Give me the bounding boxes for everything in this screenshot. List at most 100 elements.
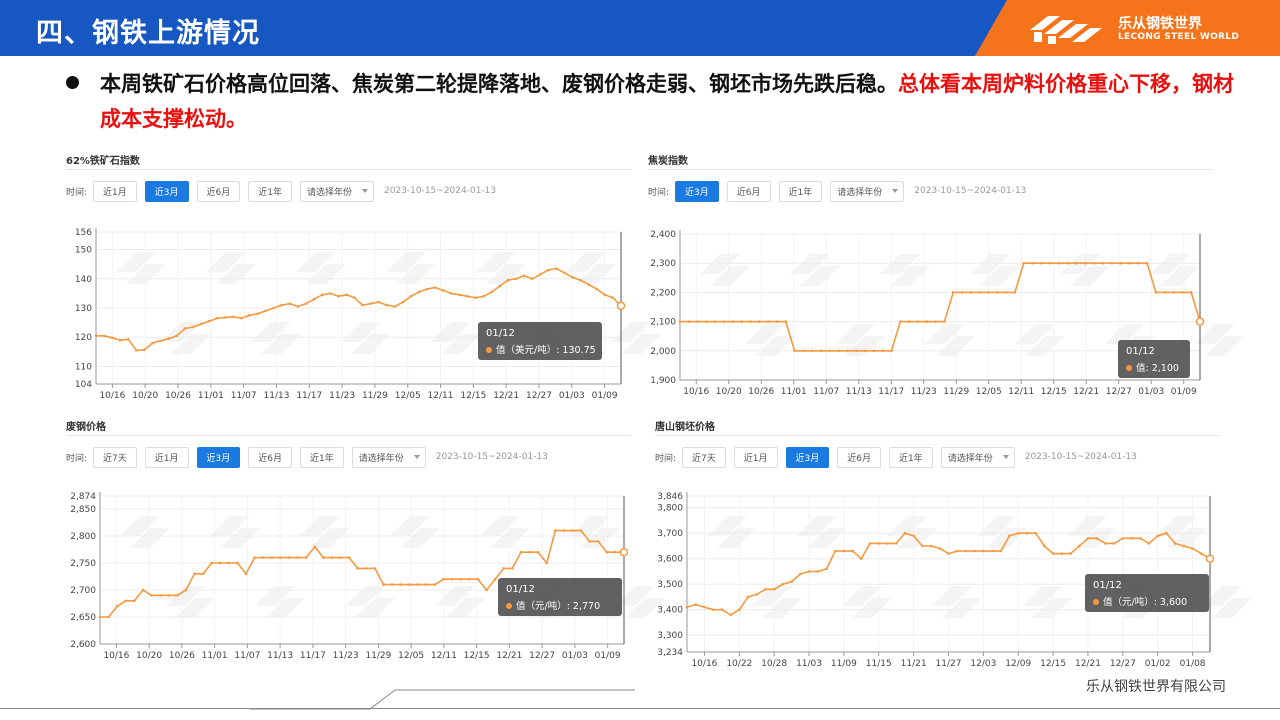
data-point [272, 306, 275, 310]
data-point [522, 274, 526, 278]
x-tick-label: 12/21 [1073, 387, 1099, 397]
y-tick-label: 140 [75, 275, 92, 285]
data-point [1004, 291, 1008, 294]
range-button[interactable]: 近1年 [778, 180, 823, 202]
range-button[interactable]: 近6月 [726, 180, 771, 202]
data-point [912, 534, 915, 538]
data-point [442, 577, 445, 581]
data-point [1154, 291, 1158, 294]
data-point [890, 349, 893, 353]
x-tick-label: 10/28 [761, 659, 787, 669]
y-tick-label: 2,600 [70, 640, 96, 650]
data-point [1181, 291, 1184, 294]
tooltip: 01/12 值（美元/吨）: 130.75 [478, 322, 602, 360]
data-point [545, 561, 548, 565]
year-select[interactable]: 请选择年份 [351, 446, 426, 468]
range-button[interactable]: 近3月 [675, 180, 719, 202]
data-point [921, 544, 924, 548]
data-point [167, 337, 170, 340]
data-point [450, 577, 454, 581]
tooltip-value: 值: 2,100 [1136, 362, 1179, 374]
data-point [611, 296, 615, 300]
y-tick-label: 156 [75, 228, 92, 238]
range-button[interactable]: 近6月 [196, 180, 241, 202]
x-tick-label: 11/23 [911, 387, 937, 397]
y-tick-label: 2,200 [650, 288, 676, 298]
data-point [215, 316, 219, 320]
time-controls: 时间: 近1月 近3月 近6月 近1年 请选择年份 2023-10-15~2024-01-1… [66, 180, 496, 202]
data-point [960, 291, 964, 294]
range-button[interactable]: 近3月 [144, 180, 189, 202]
data-point [502, 567, 506, 570]
range-button[interactable]: 近3月 [196, 446, 241, 468]
data-point [474, 296, 477, 300]
data-point [603, 293, 607, 297]
time-label: 时间: [655, 453, 677, 464]
x-tick-label: 12/15 [464, 651, 490, 661]
data-point [313, 545, 317, 549]
x-tick-label: 12/05 [398, 651, 424, 661]
x-tick-label: 11/13 [846, 387, 872, 397]
data-point [407, 583, 411, 586]
range-button[interactable]: 近1年 [888, 446, 933, 468]
data-point [978, 291, 981, 294]
data-point [416, 583, 420, 586]
logo-text-en: LECONG STEEL WORLD [1118, 32, 1240, 42]
tooltip: 01/12 值（元/吨）: 3,600 [1085, 574, 1209, 612]
x-tick-label: 11/29 [365, 651, 391, 661]
data-point [1077, 544, 1081, 548]
x-tick-label: 01/03 [559, 391, 585, 401]
page-title: 四、钢铁上游情况 [36, 18, 260, 49]
data-point [943, 320, 946, 323]
date-range: 2023-10-15~2024-01-13 [1024, 452, 1137, 462]
data-point [1066, 261, 1070, 265]
range-button[interactable]: 近7天 [93, 446, 137, 468]
chart-title: 62%铁矿石指数 [66, 156, 140, 167]
range-button[interactable]: 近6月 [837, 446, 881, 468]
time-controls: 时间: 近3月 近6月 近1年 请选择年份 2023-10-15~2024-01-13 [648, 180, 1026, 202]
title-divider [66, 169, 631, 170]
data-point [124, 599, 128, 603]
data-point [135, 349, 138, 352]
data-point [264, 309, 267, 313]
year-select[interactable]: 请选择年份 [940, 446, 1015, 468]
chart-panel-billet: 唐山钢坯价格 时间: 近7天 近1月 近3月 近6月 近1年 请选择年份 2023-10-15~… [655, 418, 1252, 673]
data-point [1163, 291, 1167, 294]
data-point [433, 286, 437, 289]
title-divider [66, 435, 631, 436]
data-point [393, 305, 397, 308]
y-tick-label: 2,000 [650, 347, 676, 357]
range-button[interactable]: 近7天 [682, 446, 726, 468]
x-tick-label: 12/05 [976, 387, 1002, 397]
data-point [417, 290, 421, 294]
data-point [223, 316, 227, 319]
y-tick-label: 3,700 [657, 529, 683, 539]
data-point [907, 320, 911, 323]
range-button[interactable]: 近1年 [248, 180, 292, 202]
chart-panel-scrap: 废钢价格 时间: 近7天 近1月 近3月 近6月 近1年 请选择年份 2023-10-15~20… [66, 418, 665, 673]
data-point [191, 325, 195, 329]
range-button[interactable]: 近1月 [93, 180, 137, 202]
range-button[interactable]: 近1月 [733, 446, 778, 468]
data-point [184, 588, 188, 592]
data-point [107, 615, 110, 619]
y-tick-label: 3,300 [657, 631, 683, 641]
data-point [193, 572, 196, 576]
tooltip-box [1118, 340, 1190, 378]
data-point [167, 594, 171, 597]
footer-decoration [250, 689, 635, 710]
range-button[interactable]: 近6月 [248, 446, 292, 468]
year-select[interactable]: 请选择年份 [830, 180, 905, 202]
data-point [722, 320, 726, 323]
x-tick-label: 10/20 [716, 387, 742, 397]
data-point [1104, 542, 1107, 545]
range-button[interactable]: 近3月 [785, 446, 830, 468]
range-button[interactable]: 近1年 [299, 446, 344, 468]
series-line [96, 267, 622, 352]
x-tick-label: 11/23 [333, 651, 359, 661]
range-button[interactable]: 近1月 [144, 446, 189, 468]
x-tick-label: 10/16 [99, 391, 125, 401]
data-point [837, 349, 840, 353]
year-select[interactable]: 请选择年份 [299, 180, 374, 202]
x-tick-label: 01/03 [1138, 387, 1164, 397]
